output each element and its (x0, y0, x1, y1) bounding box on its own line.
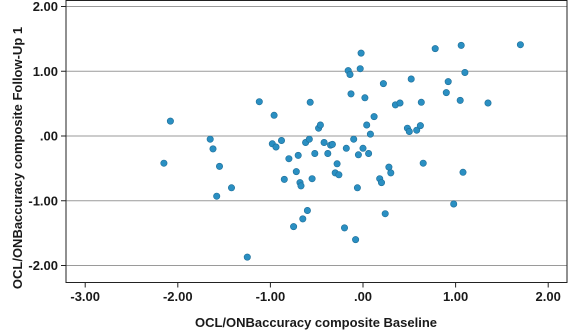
data-point (387, 169, 395, 177)
data-point (370, 113, 378, 121)
data-point (357, 49, 365, 57)
x-tick-label: -1.00 (256, 289, 286, 304)
data-point (305, 135, 313, 143)
data-point (294, 151, 302, 159)
data-point (290, 223, 298, 231)
data-point (328, 140, 336, 148)
data-point (385, 163, 393, 171)
x-tick-label: -2.00 (163, 289, 193, 304)
data-point (228, 184, 236, 192)
data-point (416, 122, 424, 130)
data-point (419, 159, 427, 167)
x-axis-title: OCL/ONBaccuracy composite Baseline (195, 315, 437, 330)
data-point (450, 200, 458, 208)
data-point (277, 137, 285, 145)
axis-ticks (61, 6, 549, 288)
data-point (299, 215, 307, 223)
data-point (243, 253, 251, 261)
data-point (457, 41, 465, 49)
data-point (456, 96, 464, 104)
y-tick-labels: -2.00 -1.00 .00 1.00 2.00 (28, 0, 58, 273)
data-point (461, 69, 469, 77)
data-point (379, 80, 387, 88)
data-point (361, 94, 369, 102)
data-point (166, 117, 174, 125)
data-point (209, 145, 217, 153)
data-point (516, 41, 524, 49)
y-tick-label: 1.00 (33, 64, 58, 79)
data-point (356, 65, 364, 73)
data-point (365, 150, 373, 158)
data-point (280, 175, 288, 183)
data-point (405, 128, 413, 136)
data-point (363, 121, 371, 129)
data-point (417, 98, 425, 106)
data-point (442, 89, 450, 97)
y-axis-title: OCL/ONBaccuracy composite Follow-Up 1 (10, 27, 25, 289)
gridlines (66, 6, 567, 266)
data-point (213, 192, 221, 200)
data-point (206, 135, 214, 143)
x-tick-labels: -3.00 -2.00 -1.00 .00 1.00 2.00 (70, 289, 560, 304)
data-point (381, 210, 389, 218)
data-point (484, 99, 492, 107)
data-point (350, 135, 358, 143)
data-point (324, 150, 332, 158)
data-point (320, 139, 328, 147)
data-point (377, 179, 385, 187)
data-point (335, 171, 343, 179)
data-point (413, 126, 421, 134)
data-point (340, 224, 348, 232)
data-point (342, 144, 350, 152)
data-points (160, 41, 524, 261)
data-point (316, 121, 324, 129)
data-point (353, 184, 361, 192)
data-point (285, 155, 293, 163)
data-point (297, 182, 305, 190)
data-point (352, 236, 360, 244)
data-point (311, 150, 319, 158)
data-point (216, 162, 224, 170)
data-point (303, 207, 311, 215)
data-point (354, 151, 362, 159)
data-point (160, 159, 168, 167)
data-point (346, 71, 354, 79)
data-point (270, 111, 278, 119)
data-point (347, 90, 355, 98)
data-point (272, 143, 280, 151)
y-tick-label: .00 (40, 129, 58, 144)
data-point (396, 99, 404, 107)
data-point (333, 160, 341, 168)
data-point (444, 78, 452, 86)
y-tick-label: -1.00 (28, 193, 58, 208)
y-tick-label: -2.00 (28, 258, 58, 273)
data-point (255, 98, 263, 106)
x-tick-label: -3.00 (70, 289, 100, 304)
data-point (459, 168, 467, 176)
data-point (292, 168, 300, 176)
x-tick-label: 2.00 (536, 289, 561, 304)
x-tick-label: .00 (354, 289, 372, 304)
plot-frame (65, 0, 568, 283)
x-tick-label: 1.00 (443, 289, 468, 304)
data-point (407, 75, 415, 83)
data-point (359, 144, 367, 152)
y-tick-label: 2.00 (33, 0, 58, 14)
data-point (366, 130, 374, 138)
data-point (308, 175, 316, 183)
data-point (431, 45, 439, 53)
data-point (306, 98, 314, 106)
